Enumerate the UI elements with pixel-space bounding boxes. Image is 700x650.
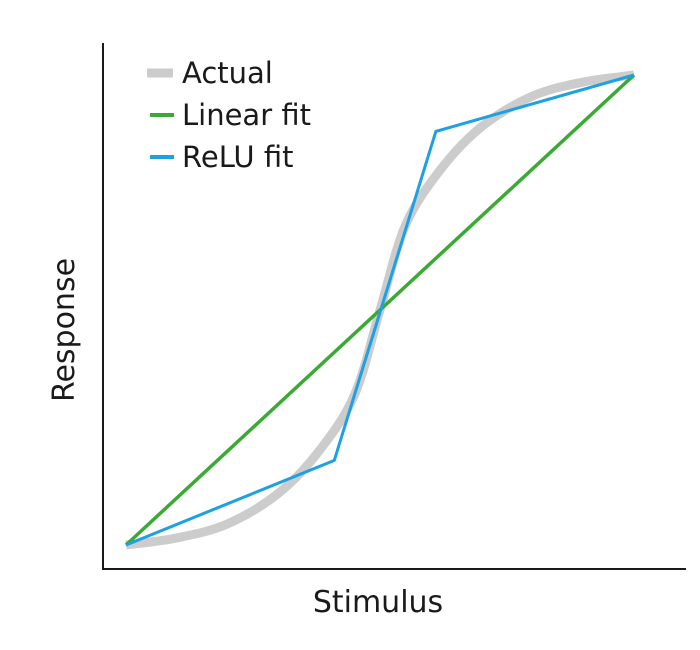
legend-label-actual: Actual: [182, 56, 273, 90]
series-line-relu-fit: [125, 73, 635, 547]
legend-swatch-linear-fit: [150, 113, 174, 117]
x-axis-label: Stimulus: [313, 585, 443, 620]
legend-label-relu-fit: ReLU fit: [182, 140, 293, 174]
legend: Actual Linear fit ReLU fit: [147, 56, 311, 174]
legend-swatch-actual: [147, 68, 173, 78]
y-axis-label: Response: [47, 258, 82, 402]
series-layer: [124, 70, 636, 550]
legend-swatch-relu-fit: [150, 155, 174, 159]
legend-label-linear-fit: Linear fit: [182, 98, 311, 132]
